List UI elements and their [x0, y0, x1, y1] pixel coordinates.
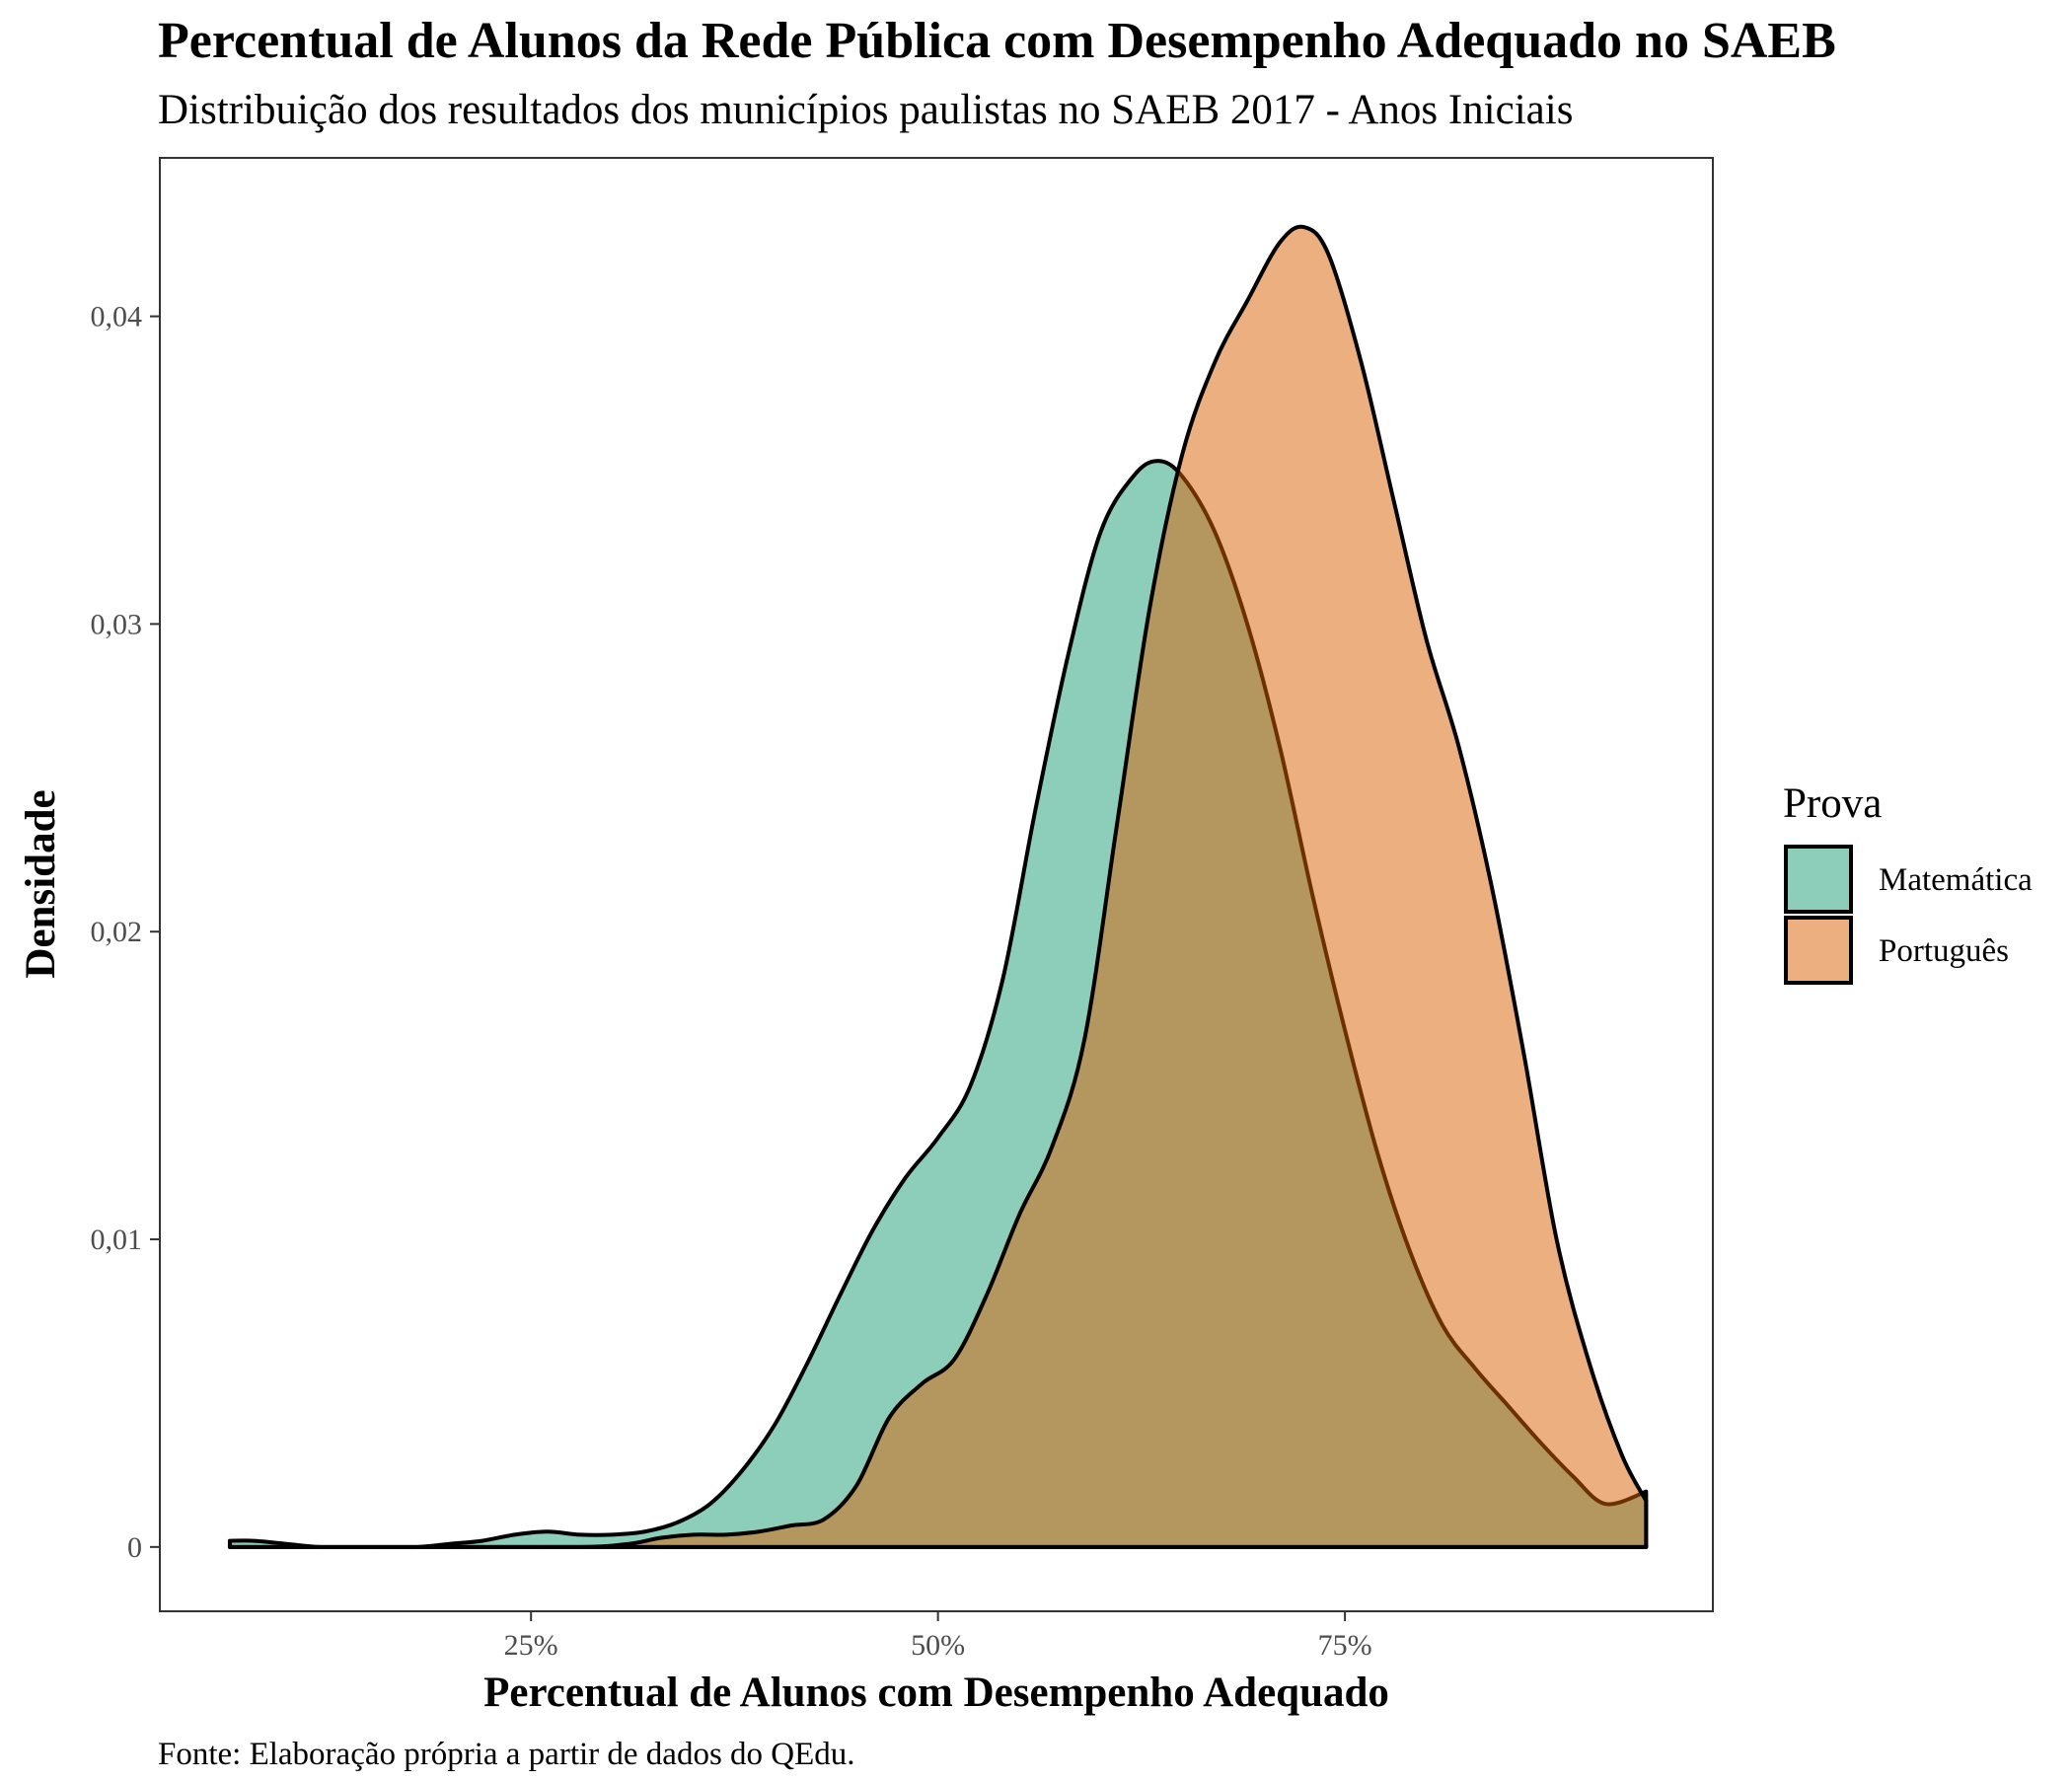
- density-area-portugues: [227, 224, 1649, 1550]
- legend-title: Prova: [1783, 780, 1882, 827]
- legend-key-portugues: [1784, 916, 1853, 985]
- y-tick-label: 0,01: [91, 1224, 143, 1256]
- chart-caption: Fonte: Elaboração própria a partir de da…: [158, 1737, 855, 1772]
- x-tick-label: 50%: [911, 1629, 965, 1662]
- x-axis-title: Percentual de Alunos com Desempenho Adeq…: [483, 1670, 1389, 1716]
- chart-subtitle: Distribuição dos resultados dos municípi…: [158, 87, 1573, 133]
- x-tick-label: 75%: [1318, 1629, 1372, 1662]
- series-layer: [227, 224, 1649, 1550]
- legend-label-portugues: Português: [1879, 933, 2009, 969]
- legend-label-matematica: Matemática: [1879, 862, 2033, 898]
- y-tick-label: 0,04: [91, 301, 143, 334]
- legend: Prova Matemática Português: [1783, 780, 2033, 985]
- legend-key-matematica: [1784, 845, 1853, 914]
- y-axis: 0 0,01 0,02 0,03 0,04: [91, 301, 160, 1564]
- y-tick-label: 0,02: [91, 916, 143, 948]
- y-axis-title: Densidade: [18, 789, 64, 978]
- y-tick-label: 0: [127, 1531, 142, 1564]
- legend-items: Matemática Português: [1784, 845, 2033, 985]
- x-axis: 25% 50% 75%: [504, 1611, 1372, 1662]
- chart-title: Percentual de Alunos da Rede Pública com…: [158, 13, 1836, 69]
- x-tick-label: 25%: [504, 1629, 558, 1662]
- y-tick-label: 0,03: [91, 608, 143, 640]
